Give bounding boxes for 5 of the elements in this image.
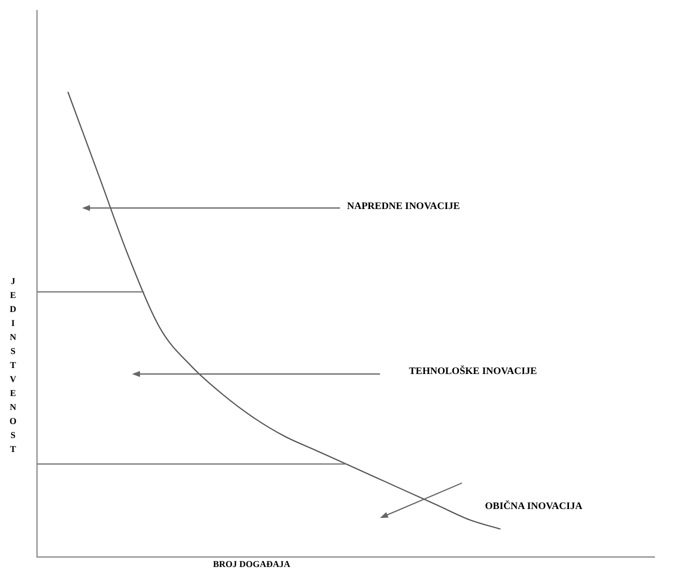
y-axis-title: JEDINSTVENOST (8, 276, 19, 458)
x-axis-title: BROJ DOGAĐAJA (213, 559, 290, 569)
annotation: TEHNOLOŠKE INOVACIJE (409, 366, 537, 377)
annotation: OBIČNA INOVACIJA (485, 501, 582, 512)
annotation: NAPREDNE INOVACIJE (347, 201, 460, 212)
